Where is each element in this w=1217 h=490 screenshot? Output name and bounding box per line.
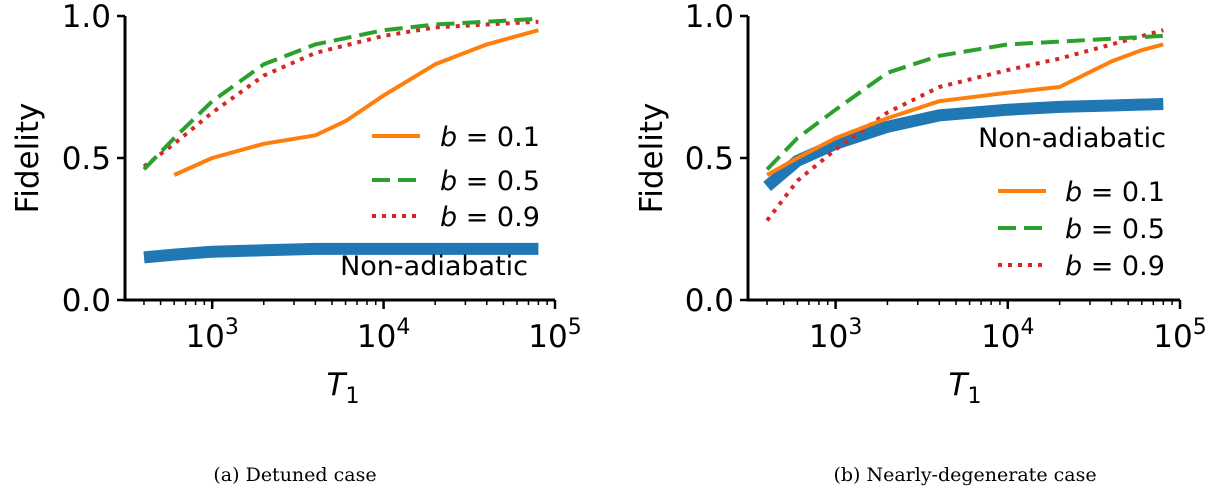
y-axis-label: Fidelity — [634, 103, 670, 214]
x-tick-label: 103 — [809, 315, 862, 355]
legend-label: b = 0.9 — [1065, 251, 1165, 282]
x-axis-label: T1 — [327, 367, 360, 409]
chart-panel-1: 0.0 0.5 1.0 103 104 105 Fidelity T1 b = 0.1 b = 0… — [10, 0, 582, 486]
chart-panel-2: 0.0 0.5 1.0 103 104 105 Fidelity T1 b = 0.1 b = 0… — [634, 0, 1207, 486]
y-tick-label: 0.0 — [685, 283, 734, 319]
x-tick-label: 103 — [185, 315, 238, 355]
y-tick-label: 1.0 — [62, 0, 111, 35]
figure-caption: (a) Detuned case — [213, 464, 376, 486]
annotation-non-adiabatic: Non-adiabatic — [978, 123, 1166, 154]
series-line — [142, 16, 539, 171]
x-tick-label: 105 — [528, 315, 581, 355]
x-tick-label: 104 — [981, 315, 1034, 355]
annotation-non-adiabatic: Non-adiabatic — [340, 251, 528, 282]
legend-label: b = 0.1 — [1065, 177, 1165, 208]
legend-label: b = 0.9 — [440, 202, 540, 233]
series-line — [173, 28, 539, 177]
y-tick-label: 0.0 — [62, 283, 111, 319]
x-tick-label: 105 — [1153, 315, 1206, 355]
series-line — [142, 19, 539, 169]
legend-label: b = 0.5 — [1065, 214, 1165, 245]
series-line — [143, 242, 539, 264]
series-line — [766, 42, 1164, 177]
y-tick-label: 0.5 — [62, 141, 111, 177]
y-axis-label: Fidelity — [10, 103, 46, 214]
figure-caption: (b) Nearly-degenerate case — [833, 464, 1096, 486]
legend-label: b = 0.5 — [440, 166, 540, 197]
x-axis-label: T1 — [949, 367, 982, 409]
x-tick-label: 104 — [357, 315, 410, 355]
y-tick-label: 1.0 — [685, 0, 734, 35]
series-line — [763, 98, 1164, 191]
series-line — [765, 33, 1164, 171]
series-line — [765, 28, 1164, 222]
legend-label: b = 0.1 — [440, 122, 540, 153]
y-tick-label: 0.5 — [685, 141, 734, 177]
